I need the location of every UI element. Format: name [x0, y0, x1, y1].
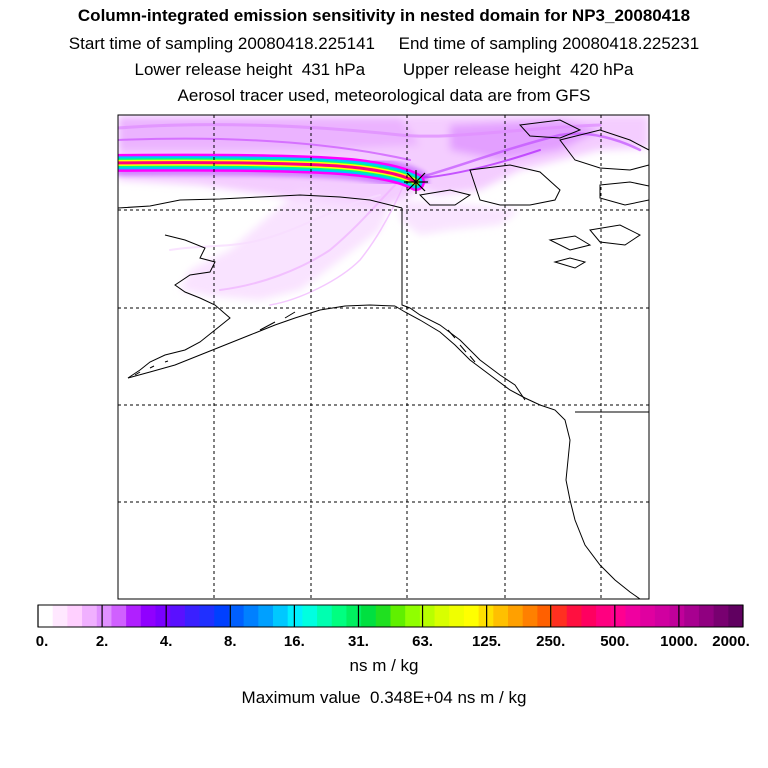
colorbar-cell	[698, 605, 715, 627]
colorbar	[37, 604, 744, 628]
colorbar-tick-label: 4.	[159, 633, 173, 650]
colorbar-cell	[214, 605, 230, 627]
lat-lon-grid	[118, 115, 649, 599]
colorbar-cell	[302, 605, 318, 627]
colorbar-cell	[111, 605, 127, 627]
colorbar-cell	[522, 605, 538, 627]
colorbar-cell	[640, 605, 656, 627]
colorbar-tick-label: 2000.	[712, 633, 750, 650]
colorbar-cell	[537, 605, 553, 627]
colorbar-cell	[331, 605, 347, 627]
colorbar-cell	[669, 605, 685, 627]
colorbar-cell	[375, 605, 391, 627]
colorbar-cell	[728, 605, 744, 627]
colorbar-cell	[317, 605, 333, 627]
sensitivity-streaks	[118, 123, 642, 306]
colorbar-cell	[508, 605, 524, 627]
release-height-line: Lower release height 431 hPa Upper relea…	[134, 60, 634, 79]
colorbar-cell	[610, 605, 626, 627]
receptor-star-icon	[404, 170, 428, 194]
colorbar-tick-label: 1000.	[660, 633, 698, 650]
colorbar-cell	[654, 605, 671, 627]
colorbar-cell	[199, 605, 215, 627]
colorbar-tick-label: 2.	[95, 633, 109, 650]
colorbar-cell	[38, 605, 54, 627]
colorbar-tick-label: 0.	[35, 633, 49, 650]
colorbar-cell	[82, 605, 98, 627]
colorbar-cell	[184, 605, 201, 627]
colorbar-cell	[684, 605, 700, 627]
colorbar-cell	[552, 605, 568, 627]
coastlines	[118, 119, 649, 599]
colorbar-cell	[419, 605, 436, 627]
colorbar-tick-label: 125.	[472, 633, 502, 650]
colorbar-cell	[273, 605, 289, 627]
colorbar-cell	[243, 605, 259, 627]
colorbar-unit: ns m / kg	[349, 656, 419, 675]
map-panel	[118, 115, 649, 599]
colorbar-cell	[405, 605, 421, 627]
colorbar-tick-label: 16.	[283, 633, 305, 650]
map-frame	[117, 114, 650, 600]
colorbar-cell	[463, 605, 480, 627]
tracer-info-line: Aerosol tracer used, meteorological data…	[177, 86, 591, 105]
colorbar-cell	[713, 605, 729, 627]
colorbar-cell	[493, 605, 509, 627]
colorbar-tick-label: 500.	[600, 633, 630, 650]
colorbar-tick-label: 250.	[536, 633, 566, 650]
colorbar-cell	[67, 605, 83, 627]
maximum-value: Maximum value 0.348E+04 ns m / kg	[241, 688, 527, 707]
plot-title: Column-integrated emission sensitivity i…	[77, 6, 691, 25]
colorbar-cell	[361, 605, 377, 627]
colorbar-cell	[390, 605, 406, 627]
colorbar-cell	[155, 605, 171, 627]
colorbar-cell	[96, 605, 112, 627]
colorbar-cell	[625, 605, 641, 627]
colorbar-cell	[346, 605, 362, 627]
colorbar-tick-label: 31.	[348, 633, 369, 650]
colorbar-cell	[170, 605, 186, 627]
colorbar-cell	[52, 605, 68, 627]
colorbar-cell	[566, 605, 582, 627]
colorbar-cell	[258, 605, 274, 627]
colorbar-cell	[434, 605, 450, 627]
colorbar-tick-label: 8.	[224, 633, 237, 650]
colorbar-cell	[581, 605, 597, 627]
colorbar-cell	[596, 605, 612, 627]
sampling-time-line: Start time of sampling 20080418.225141 E…	[68, 34, 700, 53]
colorbar-cell	[287, 605, 303, 627]
colorbar-cell	[126, 605, 142, 627]
colorbar-tick-label: 63.	[412, 633, 433, 650]
colorbar-cell	[140, 605, 156, 627]
colorbar-cell	[228, 605, 245, 627]
colorbar-cell	[449, 605, 465, 627]
plume-core	[118, 149, 429, 195]
